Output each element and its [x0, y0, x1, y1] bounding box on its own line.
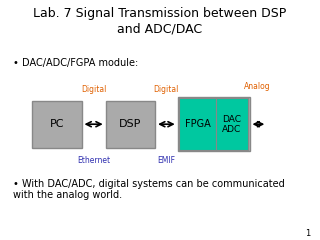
Text: DSP: DSP — [119, 119, 141, 129]
Text: FPGA: FPGA — [185, 119, 211, 129]
Text: Ethernet: Ethernet — [77, 156, 110, 165]
Text: EMIF: EMIF — [157, 156, 175, 165]
Text: Digital: Digital — [154, 84, 179, 94]
Text: • With DAC/ADC, digital systems can be communicated
with the analog world.: • With DAC/ADC, digital systems can be c… — [13, 179, 284, 200]
Bar — [179, 98, 216, 150]
Text: Lab. 7 Signal Transmission between DSP
and ADC/DAC: Lab. 7 Signal Transmission between DSP a… — [33, 7, 287, 35]
Bar — [32, 101, 82, 148]
Bar — [178, 97, 250, 151]
Bar — [106, 101, 155, 148]
Bar — [216, 98, 248, 150]
Text: Analog: Analog — [244, 82, 271, 91]
Text: • DAC/ADC/FGPA module:: • DAC/ADC/FGPA module: — [13, 58, 138, 68]
Text: DAC
ADC: DAC ADC — [222, 114, 242, 134]
Text: Digital: Digital — [81, 84, 106, 94]
Text: PC: PC — [50, 119, 64, 129]
Text: 1: 1 — [305, 228, 310, 238]
